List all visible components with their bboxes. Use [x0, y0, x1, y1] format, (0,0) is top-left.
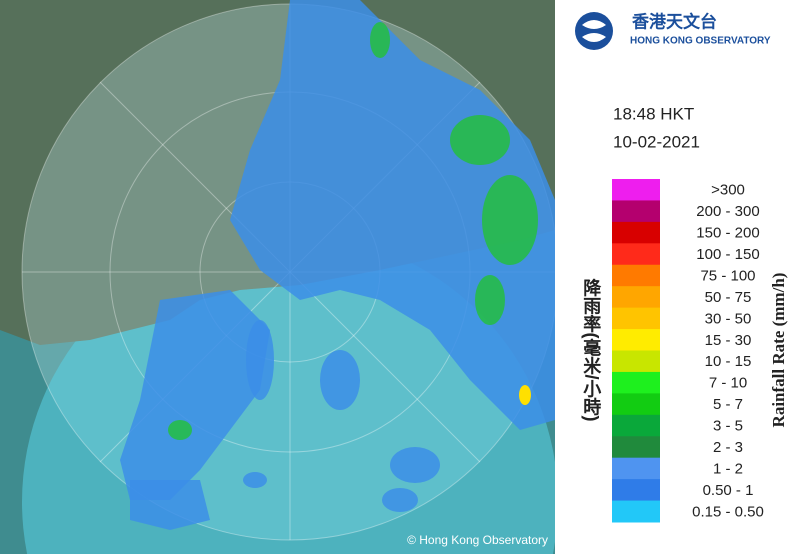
time: 18:48 HKT [613, 104, 694, 123]
rain-echoes-heavy [168, 22, 538, 440]
title-zh: 香港天文台 [632, 11, 717, 31]
legend-label: 3 - 5 [713, 418, 743, 435]
legend-label: 150 - 200 [696, 225, 759, 242]
legend-swatch [612, 350, 660, 373]
copyright: © Hong Kong Observatory [407, 533, 548, 547]
legend-swatch [612, 329, 660, 351]
legend-swatch [612, 264, 660, 287]
legend-swatch [612, 179, 660, 201]
legend-label: 1 - 2 [713, 460, 743, 477]
legend-swatch [612, 307, 660, 330]
legend-label: 200 - 300 [696, 203, 759, 220]
legend-swatch [612, 243, 660, 266]
legend-title-zh: 降雨率(毫米/小時) [581, 277, 601, 421]
legend: >300 200 - 300 150 - 200 100 - 150 75 - 100 5… [612, 179, 764, 523]
legend-swatch [612, 436, 660, 459]
legend-label: 75 - 100 [700, 267, 755, 284]
legend-swatch [612, 286, 660, 309]
radar-map: © Hong Kong Observatory [0, 0, 555, 554]
legend-label: 10 - 15 [705, 353, 752, 370]
legend-swatch [612, 500, 660, 523]
legend-label: 5 - 7 [713, 396, 743, 413]
legend-label: 30 - 50 [705, 310, 752, 327]
legend-label: 50 - 75 [705, 289, 752, 306]
legend-swatch [612, 200, 660, 223]
legend-swatch [612, 393, 660, 416]
legend-title-en: Rainfall Rate (mm/h) [769, 273, 788, 428]
legend-label: 0.15 - 0.50 [692, 503, 764, 520]
title-en: HONG KONG OBSERVATORY [630, 36, 771, 47]
logo [575, 12, 613, 50]
legend-swatch [612, 414, 660, 437]
rain-echo-intense [519, 385, 531, 405]
legend-swatch [612, 221, 660, 244]
date: 10-02-2021 [613, 132, 700, 151]
legend-label: >300 [711, 182, 745, 199]
legend-label: 7 - 10 [709, 375, 747, 392]
legend-label: 0.50 - 1 [703, 482, 754, 499]
rain-echoes [120, 0, 555, 530]
legend-label: 2 - 3 [713, 439, 743, 456]
legend-swatch [612, 371, 660, 394]
legend-label: 100 - 150 [696, 246, 759, 263]
legend-label: 15 - 30 [705, 332, 752, 349]
legend-swatch [612, 479, 660, 502]
legend-swatch [612, 457, 660, 480]
